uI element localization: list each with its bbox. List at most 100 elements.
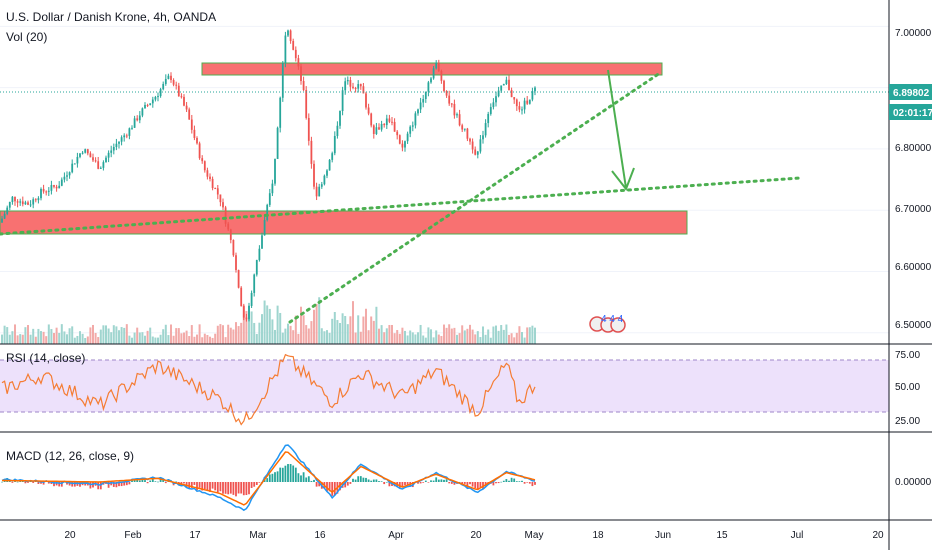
symbol-title[interactable]: U.S. Dollar / Danish Krone, 4h, OANDA — [6, 10, 216, 24]
macd-histogram-bar — [380, 481, 383, 482]
volume-bar — [177, 328, 180, 344]
candle-body — [274, 158, 276, 184]
support-zone[interactable] — [0, 210, 688, 235]
volume-bar — [427, 327, 430, 344]
macd-histogram-bar — [417, 482, 419, 484]
candle-body — [268, 193, 271, 205]
arrow-shaft — [607, 69, 627, 189]
candle-body — [34, 199, 37, 201]
volume-bar — [40, 331, 42, 344]
candle-body — [502, 84, 505, 86]
macd-histogram-bar — [27, 482, 29, 483]
candle-body — [495, 96, 497, 103]
candle-body — [391, 121, 393, 123]
volume-bar — [393, 333, 396, 344]
volume-bar — [372, 320, 375, 344]
candle-body — [417, 109, 419, 114]
macd-histogram-bar — [214, 482, 217, 491]
macd-histogram-bar — [190, 482, 193, 488]
candle-body — [203, 161, 206, 171]
macd-histogram-bar — [318, 482, 321, 487]
volume-bar — [232, 329, 235, 344]
time-tick-label: 20 — [872, 530, 884, 541]
volume-bar — [354, 332, 357, 344]
macd-histogram-bar — [206, 482, 209, 491]
candle-body — [328, 159, 331, 171]
candle-body — [487, 113, 490, 124]
candle-body — [440, 70, 443, 81]
volume-bar — [86, 336, 89, 344]
volume-bar — [29, 334, 32, 344]
time-axis[interactable]: 20 Feb 17 Mar 16 Apr 20 May 18 Jun 15 Ju… — [64, 530, 884, 541]
volume-bar — [235, 322, 237, 344]
candle-body — [237, 270, 240, 288]
candle-body — [510, 90, 513, 98]
volume-bar — [359, 331, 362, 344]
candle-body — [492, 102, 495, 108]
volume-bar — [136, 327, 139, 344]
macd-label[interactable]: MACD (12, 26, close, 9) — [6, 449, 134, 463]
projection-arrow[interactable] — [607, 69, 635, 192]
candle-body — [11, 196, 14, 203]
macd-histogram-bar — [123, 482, 126, 486]
volume-bar — [276, 305, 279, 344]
macd-histogram-bar — [284, 465, 287, 482]
macd-histogram-bar — [315, 482, 318, 487]
time-tick-label: May — [525, 530, 544, 541]
macd-histogram-bar — [378, 481, 380, 482]
candle-body — [365, 93, 367, 108]
macd-histogram-bar — [461, 482, 464, 484]
macd-histogram-bar — [216, 482, 219, 493]
event-markers[interactable]: 4 4 4 — [589, 314, 626, 333]
volume-bar — [534, 327, 536, 344]
rsi-label[interactable]: RSI (14, close) — [6, 351, 85, 365]
candle-body — [118, 141, 120, 144]
candle-body — [359, 84, 362, 87]
volume-bar — [419, 324, 422, 344]
candle-body — [149, 103, 152, 106]
macd-histogram-bar — [268, 474, 271, 482]
volume-bar — [89, 327, 92, 344]
volume-bar — [268, 308, 271, 344]
volume-bar — [424, 337, 427, 344]
macd-histogram-bar — [526, 482, 529, 483]
volume-label[interactable]: Vol (20) — [6, 30, 47, 44]
macd-histogram-bar — [463, 482, 466, 484]
candle-body — [24, 202, 27, 205]
candle-body — [185, 105, 188, 110]
macd-histogram-bar — [110, 482, 113, 486]
candle-body — [167, 75, 170, 79]
candle-body — [86, 149, 89, 154]
candle-body — [120, 137, 123, 142]
volume-bar — [502, 329, 505, 344]
macd-histogram-bar — [349, 482, 352, 484]
lower-trendline[interactable] — [0, 176, 802, 236]
macd-histogram-bar — [523, 482, 526, 484]
macd-histogram-bar — [203, 482, 206, 490]
candle-body — [276, 127, 279, 159]
candle-body — [287, 30, 289, 36]
volume-bar — [185, 330, 188, 344]
volume-bar — [92, 324, 94, 344]
volume-bar — [32, 328, 35, 344]
rising-trendline[interactable] — [288, 71, 662, 324]
macd-histogram-bar — [297, 473, 300, 482]
volume-bar — [302, 315, 305, 344]
price-axis[interactable]: 7.00000 6.80000 6.70000 6.60000 6.50000 — [895, 28, 932, 331]
event-flag-icon[interactable] — [610, 317, 626, 333]
macd-histogram-bar — [157, 481, 159, 483]
candle-body — [445, 90, 448, 96]
resistance-zone[interactable] — [201, 62, 663, 76]
volume-bar — [133, 332, 136, 344]
macd-histogram-bar — [518, 481, 521, 482]
volume-bar — [271, 319, 274, 344]
candle-body — [422, 99, 425, 103]
volume-bar — [170, 324, 172, 344]
time-tick-label: Apr — [388, 530, 404, 541]
volume-bar — [463, 330, 466, 344]
candle-body — [437, 62, 440, 71]
volume-bar — [362, 316, 365, 344]
candle-body — [27, 202, 29, 205]
volume-bar — [206, 334, 209, 344]
